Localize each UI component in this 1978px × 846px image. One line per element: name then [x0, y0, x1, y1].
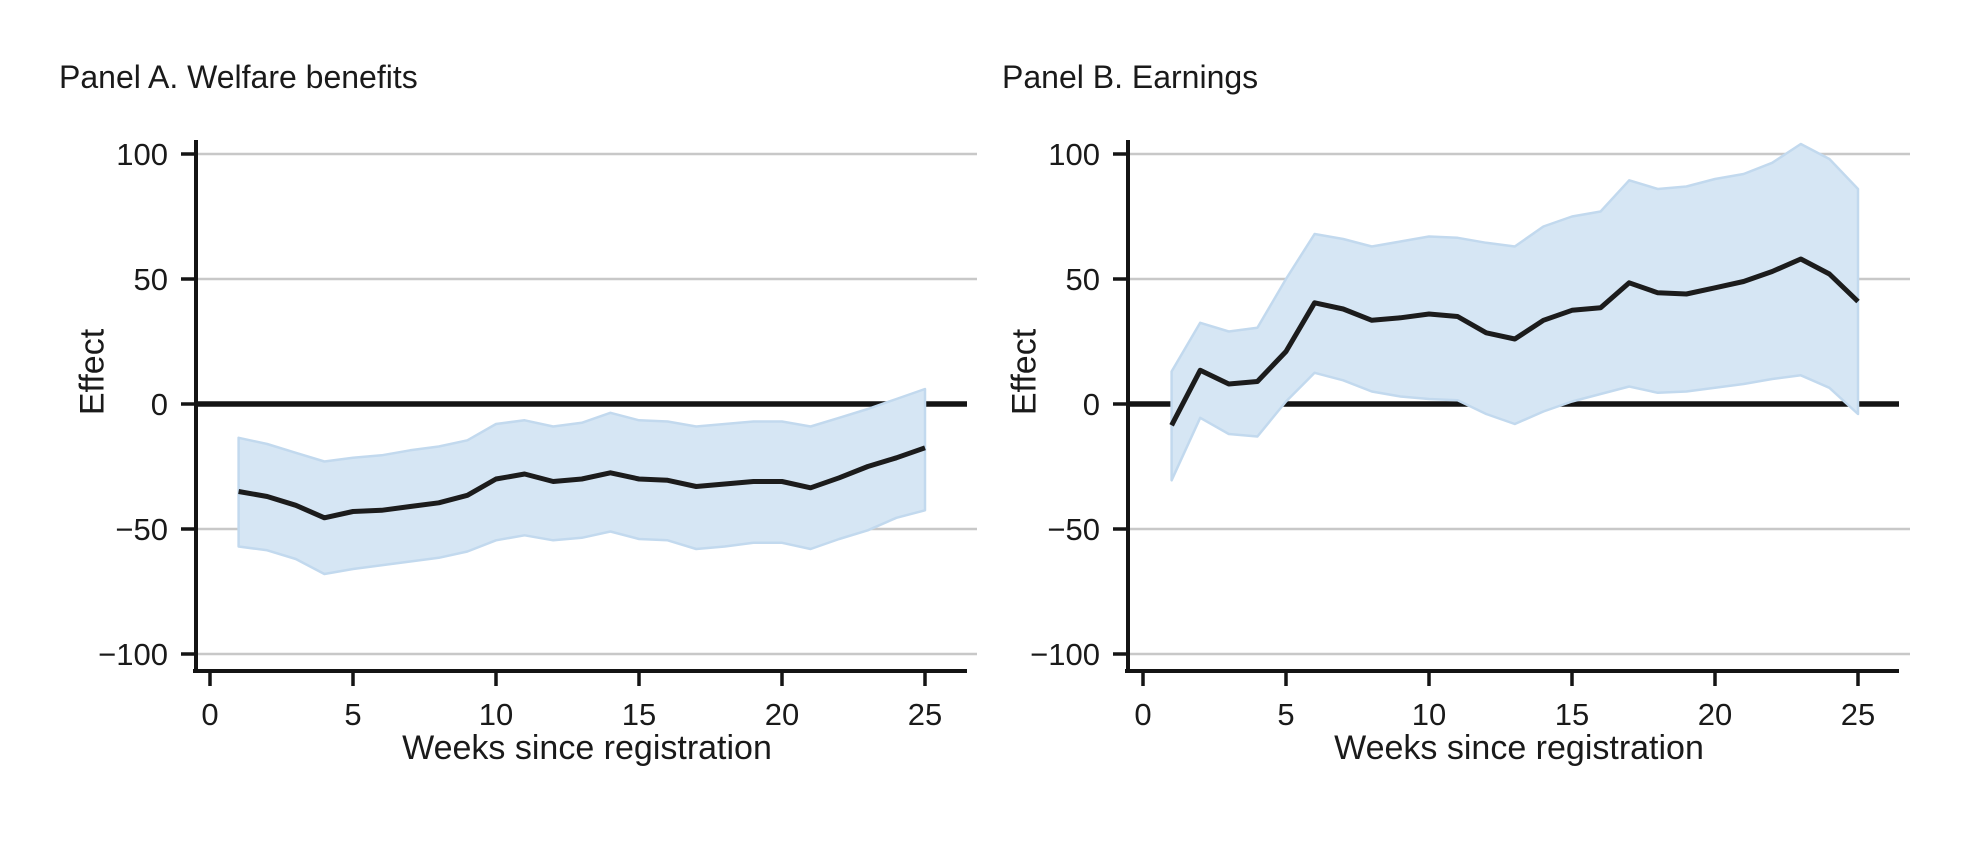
y-tick-label-100: 100: [116, 137, 168, 172]
x-tick-label-0: 0: [201, 697, 218, 732]
x-tick-label-15: 15: [622, 697, 656, 732]
panel-a-plot: 100 50 0 −50 −100 0 5 10 15 20 25: [98, 137, 977, 732]
panel-b-y-axis-title: Effect: [1005, 328, 1044, 416]
y-tick-label-100: 100: [1048, 137, 1100, 172]
y-tick-label--50: −50: [115, 512, 168, 547]
effect-line: [238, 445, 926, 521]
panel-b-x-axis-title: Weeks since registration: [1334, 729, 1704, 767]
y-tick-label--50: −50: [1047, 512, 1100, 547]
y-tick-label--100: −100: [98, 637, 168, 672]
x-tick-label-15: 15: [1555, 697, 1589, 732]
y-tick-label-50: 50: [1066, 262, 1100, 297]
confidence-band: [1170, 142, 1860, 482]
x-tick-label-25: 25: [908, 697, 942, 732]
x-tick-label-0: 0: [1134, 697, 1151, 732]
y-tick-label-0: 0: [1083, 387, 1100, 422]
panel-b-plot: 100 50 0 −50 −100 0 5 10 15 20 25: [1030, 137, 1910, 732]
y-tick-label--100: −100: [1030, 637, 1100, 672]
x-tick-label-5: 5: [1277, 697, 1294, 732]
y-tick-label-50: 50: [134, 262, 168, 297]
x-tick-label-10: 10: [479, 697, 513, 732]
effect-line: [1169, 256, 1860, 427]
x-tick-label-5: 5: [344, 697, 361, 732]
x-tick-label-20: 20: [1698, 697, 1732, 732]
panel-a-title: Panel A. Welfare benefits: [59, 59, 418, 95]
y-tick-label-0: 0: [151, 387, 168, 422]
panel-b-title: Panel B. Earnings: [1002, 59, 1259, 95]
x-tick-label-25: 25: [1841, 697, 1875, 732]
x-tick-label-10: 10: [1412, 697, 1446, 732]
panel-a-x-axis-title: Weeks since registration: [402, 729, 772, 767]
x-tick-label-20: 20: [765, 697, 799, 732]
panel-a-y-axis-title: Effect: [73, 328, 112, 416]
